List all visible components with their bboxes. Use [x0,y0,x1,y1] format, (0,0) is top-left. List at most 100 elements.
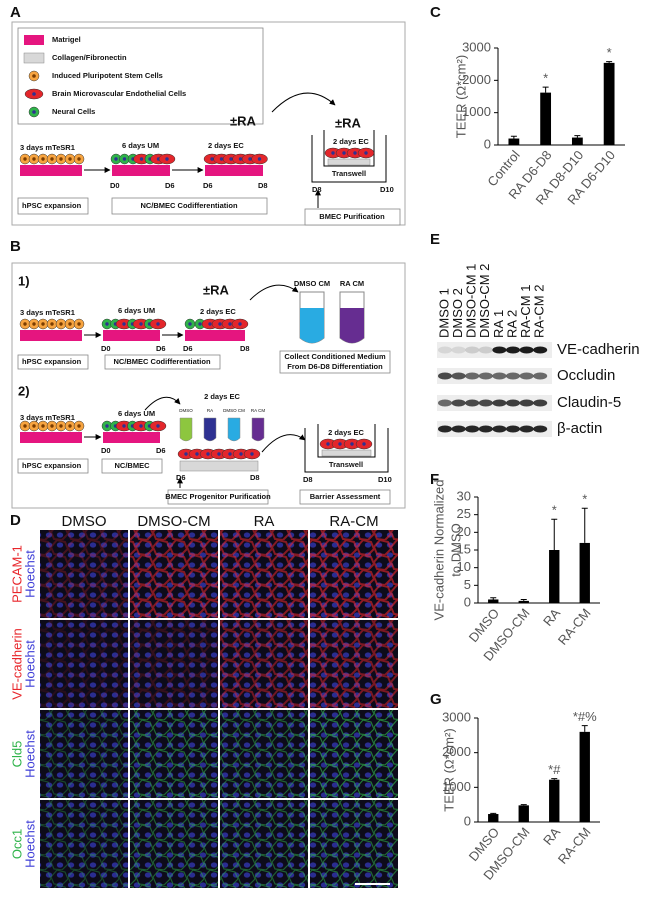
day-label: D6 [176,473,186,482]
error-bar [581,725,588,732]
blot-band [519,346,534,354]
collagen [179,460,259,472]
matrigel [205,165,263,176]
step-label: 6 days UM [118,306,155,315]
y-tick-label: 1000 [462,104,491,119]
micrograph-signal [220,710,308,798]
transwell [323,130,375,167]
step-box [104,354,221,370]
transwell-label: Transwell [329,460,363,469]
day-label: D10 [378,475,392,484]
y-tick-label: 2000 [462,72,491,87]
cell-nucleus [122,157,127,161]
row-marker-label: Cld5 [9,741,24,768]
y-axis-label: TEER (Ω*cm²) [453,55,468,138]
cell-nucleus [59,157,63,161]
blot-band [506,372,520,380]
cell-nucleus [114,157,118,161]
step-label: 3 days mTeSR1 [20,413,75,422]
step-box-label: Barrier Assessment [310,492,381,501]
transwell [304,428,389,473]
column-label: DMSO [62,513,107,530]
step-box-label: hPSC expansion [22,461,82,470]
y-axis-label: VE-cadherin Normalized [431,480,446,621]
cell-nucleus [156,322,160,326]
cell-nucleus [122,424,126,428]
legend-swatch [32,74,36,78]
micrograph-signal [40,800,128,888]
step-box-label: hPSC expansion [22,357,82,366]
tube-medium [340,308,364,343]
bar [518,805,529,822]
y-tick-label: 0 [464,594,471,609]
band-label: Occludin [557,367,615,384]
cell-nucleus [229,157,233,161]
cell-layer [19,147,375,460]
collagen [321,449,372,457]
day-label: D8 [312,185,322,194]
bar [549,779,560,822]
cell-nucleus [219,157,224,161]
cell-nucleus [198,322,202,326]
bar [540,92,552,145]
cell-nucleus [364,151,368,155]
blot-band [533,399,548,407]
error-bar [574,135,581,138]
micrograph-signal [310,530,398,618]
micrograph-signal [310,710,398,798]
column-label: RA [254,513,275,530]
error-bar [510,135,517,139]
cell-nucleus [350,442,354,446]
y-tick-label: 25 [457,506,471,521]
panel-label: B [10,238,21,255]
cell-nucleus [77,157,81,161]
legend-swatch [23,52,45,64]
cell-nucleus [326,442,330,446]
blot-band [451,346,466,354]
day-label: D0 [101,446,111,455]
blot-band [492,346,507,354]
cell-nucleus [156,424,160,428]
cell-nucleus [122,322,126,326]
y-axis-label: TEER (Ω*cm²) [441,728,456,811]
blot-band [478,399,493,407]
cell-nucleus [238,322,242,326]
micrograph-signal [310,620,398,708]
cell-nucleus [32,157,36,161]
micrograph-signal [130,800,218,888]
step-label: 2 days EC [200,307,236,316]
cell-nucleus [217,452,221,456]
day-label: D8 [258,181,268,190]
significance-label: * [552,503,557,518]
blot-band [519,399,534,407]
lane-label: DMSO 2 [450,288,465,338]
cell-nucleus [210,157,214,161]
cell-nucleus [228,452,232,456]
y-tick-label: 3000 [442,709,471,724]
matrigel [112,165,170,176]
step-label: 3 days mTeSR1 [20,308,75,317]
cell-nucleus [238,157,243,161]
tube-medium [300,308,324,343]
matrigel [185,330,245,341]
bar [603,62,615,145]
cell-nucleus [32,322,36,326]
cell-nucleus [23,322,27,326]
micrograph-grid: DMSO DMSO-CM RA RA-CMPECAM-1HoechstVE-cadhe… [9,513,398,888]
cell-nucleus [206,452,210,456]
legend-box [17,27,264,125]
y-tick-label: 0 [484,136,491,151]
blot-band [478,372,493,380]
cell-nucleus [32,424,36,428]
row-marker-label: Occ1 [9,829,24,859]
lane-label: RA-CM 2 [532,285,547,338]
cell-nucleus [50,157,54,161]
blot-band [478,346,493,354]
y-tick-label: 15 [457,541,471,556]
step-box-label: BMEC Progenitor Purification [165,492,271,501]
blot-band [533,425,548,433]
column-label: DMSO-CM [137,513,210,530]
panel-label: D [10,512,21,529]
